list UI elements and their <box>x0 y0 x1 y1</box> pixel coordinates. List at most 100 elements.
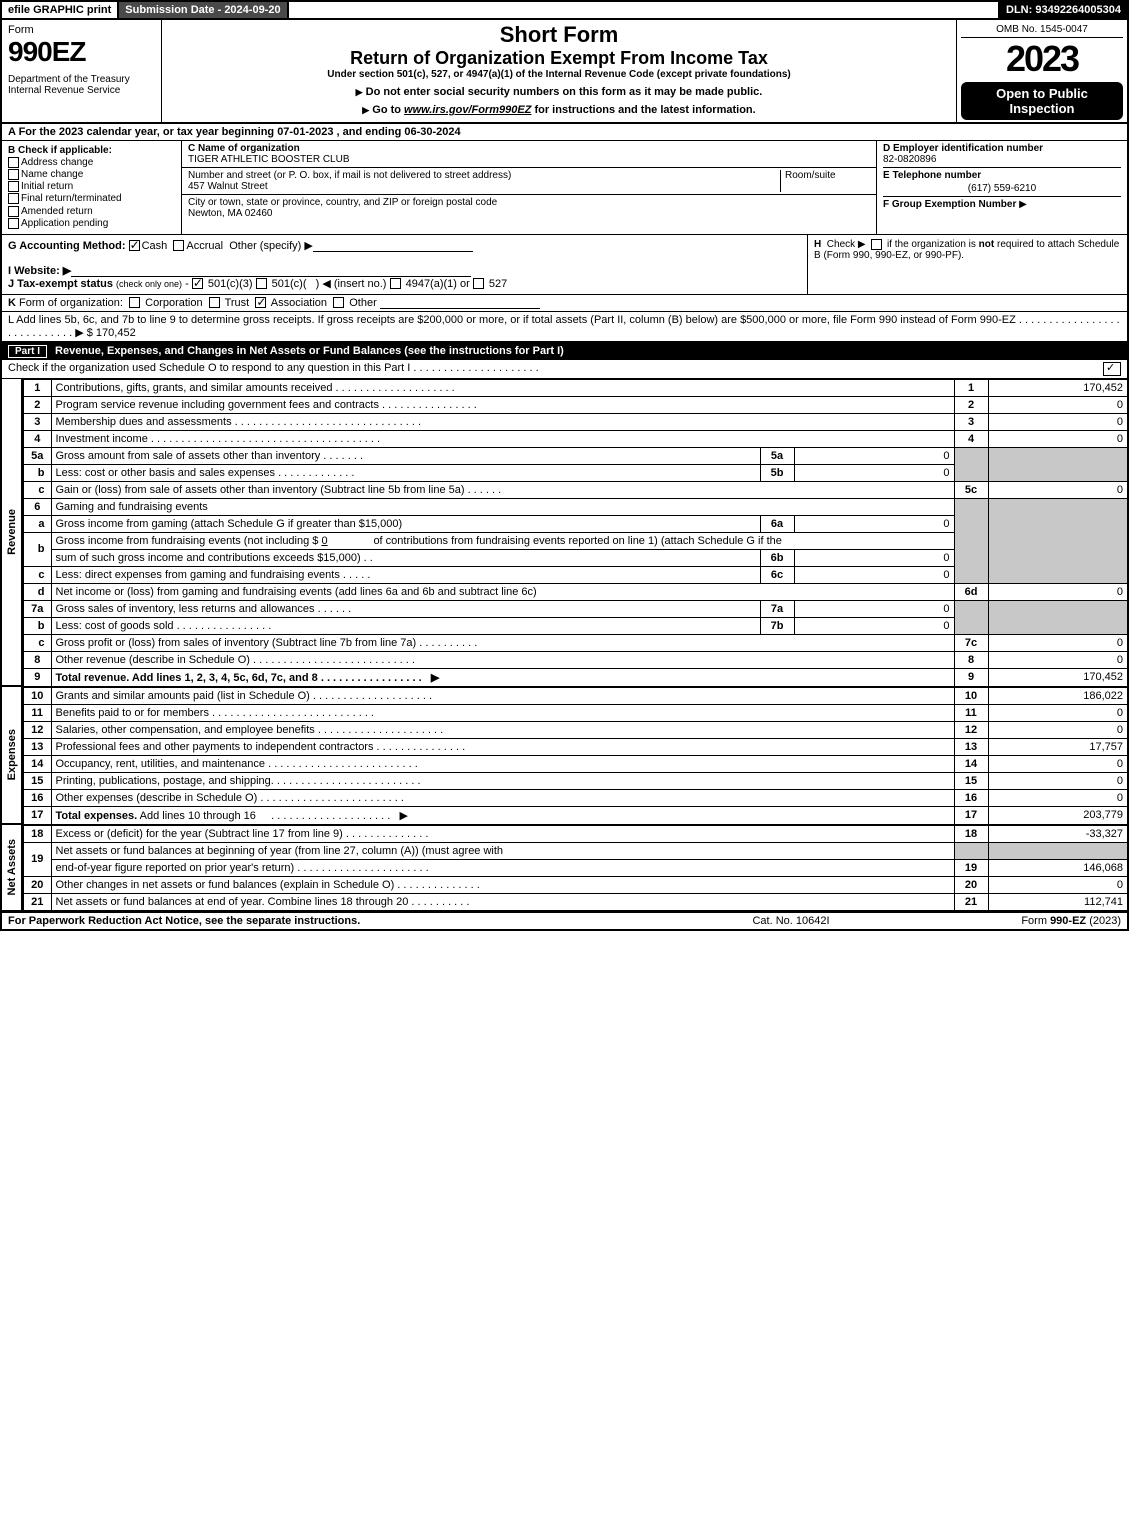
other-org-input[interactable] <box>380 297 540 309</box>
c-name-box: C Name of organization TIGER ATHLETIC BO… <box>182 141 876 168</box>
ln13-desc: Professional fees and other payments to … <box>51 738 954 755</box>
ln18-nc: 18 <box>954 825 988 842</box>
netassets-section: Net Assets 18Excess or (deficit) for the… <box>0 825 1129 912</box>
line-a-taxyear: A For the 2023 calendar year, or tax yea… <box>0 124 1129 141</box>
block-b-c-d: B Check if applicable: Address change Na… <box>0 141 1129 235</box>
g-accounting: G Accounting Method: Cash Accrual Other … <box>2 235 807 294</box>
ln11-num: 11 <box>23 704 51 721</box>
ln6a-mv: 0 <box>794 515 954 532</box>
header-left: Form 990EZ Department of the Treasury In… <box>2 20 162 122</box>
ln20-num: 20 <box>23 876 51 893</box>
efile-print-label[interactable]: efile GRAPHIC print <box>2 2 119 18</box>
ln5b-mv: 0 <box>794 464 954 481</box>
g-label: G Accounting Method: <box>8 240 126 252</box>
tax-year: 2023 <box>961 38 1123 80</box>
form-label: Form <box>8 24 155 36</box>
ln7ab-amt-shade <box>988 600 1128 634</box>
title-return: Return of Organization Exempt From Incom… <box>168 48 950 69</box>
g-other-input[interactable] <box>313 240 473 252</box>
chk-amended-return[interactable]: Amended return <box>8 206 175 217</box>
chk-527[interactable] <box>473 278 484 289</box>
chk-cash[interactable] <box>129 240 140 251</box>
ln9-num: 9 <box>23 668 51 686</box>
ln11-nc: 11 <box>954 704 988 721</box>
c-addr-label: Number and street (or P. O. box, if mail… <box>188 170 511 181</box>
chk-assoc[interactable] <box>255 297 266 308</box>
chk-schedule-b[interactable] <box>871 239 882 250</box>
j-tax-exempt: J Tax-exempt status (check only one) - 5… <box>8 278 507 290</box>
ln7b-ml: 7b <box>760 617 794 634</box>
ln7a-num: 7a <box>23 600 51 617</box>
ln6b-ml: 6b <box>760 549 794 566</box>
ln6a-ml: 6a <box>760 515 794 532</box>
ln7a-ml: 7a <box>760 600 794 617</box>
ln20-desc: Other changes in net assets or fund bala… <box>51 876 954 893</box>
ln6a-desc: Gross income from gaming (attach Schedul… <box>51 515 760 532</box>
g-other: Other (specify) ▶ <box>229 240 313 252</box>
ln5c-num: c <box>23 481 51 498</box>
ln17-num: 17 <box>23 806 51 824</box>
irs-link[interactable]: www.irs.gov/Form990EZ <box>404 104 531 116</box>
ln2-amt: 0 <box>988 396 1128 413</box>
ln6-amt-shade <box>988 498 1128 583</box>
ln6b-desc1: Gross income from fundraising events (no… <box>51 532 954 549</box>
ln4-desc: Investment income . . . . . . . . . . . … <box>51 430 954 447</box>
part-i-header: Part I Revenue, Expenses, and Changes in… <box>0 343 1129 360</box>
ln7a-mv: 0 <box>794 600 954 617</box>
ln3-desc: Membership dues and assessments . . . . … <box>51 413 954 430</box>
d-ein-value: 82-0820896 <box>883 154 1121 165</box>
note-ssn-text: Do not enter social security numbers on … <box>366 86 763 98</box>
chk-final-return[interactable]: Final return/terminated <box>8 193 175 204</box>
chk-501c[interactable] <box>256 278 267 289</box>
chk-application-pending[interactable]: Application pending <box>8 218 175 229</box>
ln6b-mv: 0 <box>794 549 954 566</box>
chk-accrual[interactable] <box>173 240 184 251</box>
ln8-amt: 0 <box>988 651 1128 668</box>
ln9-desc: Total revenue. Add lines 1, 2, 3, 4, 5c,… <box>51 668 954 686</box>
chk-trust[interactable] <box>209 297 220 308</box>
ln5ab-shade <box>954 447 988 481</box>
f-group-exemption: F Group Exemption Number ▶ <box>883 196 1121 210</box>
ln6a-num: a <box>23 515 51 532</box>
expenses-table: 10Grants and similar amounts paid (list … <box>22 687 1129 825</box>
topbar-spacer <box>289 2 1000 18</box>
line-k: K Form of organization: Corporation Trus… <box>0 295 1129 312</box>
ln5c-desc: Gain or (loss) from sale of assets other… <box>51 481 954 498</box>
chk-schedule-o[interactable] <box>1103 362 1121 376</box>
dept-label: Department of the Treasury Internal Reve… <box>8 74 155 96</box>
part-i-title: Revenue, Expenses, and Changes in Net As… <box>55 345 564 357</box>
ln5a-desc: Gross amount from sale of assets other t… <box>51 447 760 464</box>
ln7a-desc: Gross sales of inventory, less returns a… <box>51 600 760 617</box>
header-right: OMB No. 1545-0047 2023 Open to Public In… <box>957 20 1127 122</box>
col-c-org: C Name of organization TIGER ATHLETIC BO… <box>182 141 877 234</box>
ln2-num: 2 <box>23 396 51 413</box>
website-input[interactable] <box>71 265 471 277</box>
c-city-label: City or town, state or province, country… <box>188 197 497 208</box>
ln10-desc: Grants and similar amounts paid (list in… <box>51 687 954 704</box>
g-cash: Cash <box>142 240 168 252</box>
chk-initial-return[interactable]: Initial return <box>8 181 175 192</box>
ln15-num: 15 <box>23 772 51 789</box>
chk-address-change[interactable]: Address change <box>8 157 175 168</box>
ln6d-nc: 6d <box>954 583 988 600</box>
ln5a-ml: 5a <box>760 447 794 464</box>
expenses-side-label: Expenses <box>0 687 22 825</box>
ln4-nc: 4 <box>954 430 988 447</box>
submission-date-label: Submission Date - 2024-09-20 <box>119 2 288 18</box>
ln5b-ml: 5b <box>760 464 794 481</box>
chk-corp[interactable] <box>129 297 140 308</box>
ln6c-desc: Less: direct expenses from gaming and fu… <box>51 566 760 583</box>
ln16-amt: 0 <box>988 789 1128 806</box>
chk-4947[interactable] <box>390 278 401 289</box>
chk-name-change[interactable]: Name change <box>8 169 175 180</box>
ln7b-num: b <box>23 617 51 634</box>
ln12-num: 12 <box>23 721 51 738</box>
ln9-nc: 9 <box>954 668 988 686</box>
col-b-checks: B Check if applicable: Address change Na… <box>2 141 182 234</box>
chk-other-org[interactable] <box>333 297 344 308</box>
ln2-desc: Program service revenue including govern… <box>51 396 954 413</box>
chk-501c3[interactable] <box>192 278 203 289</box>
dln-label: DLN: 93492264005304 <box>1000 2 1127 18</box>
ln14-nc: 14 <box>954 755 988 772</box>
c-city-box: City or town, state or province, country… <box>182 195 876 221</box>
